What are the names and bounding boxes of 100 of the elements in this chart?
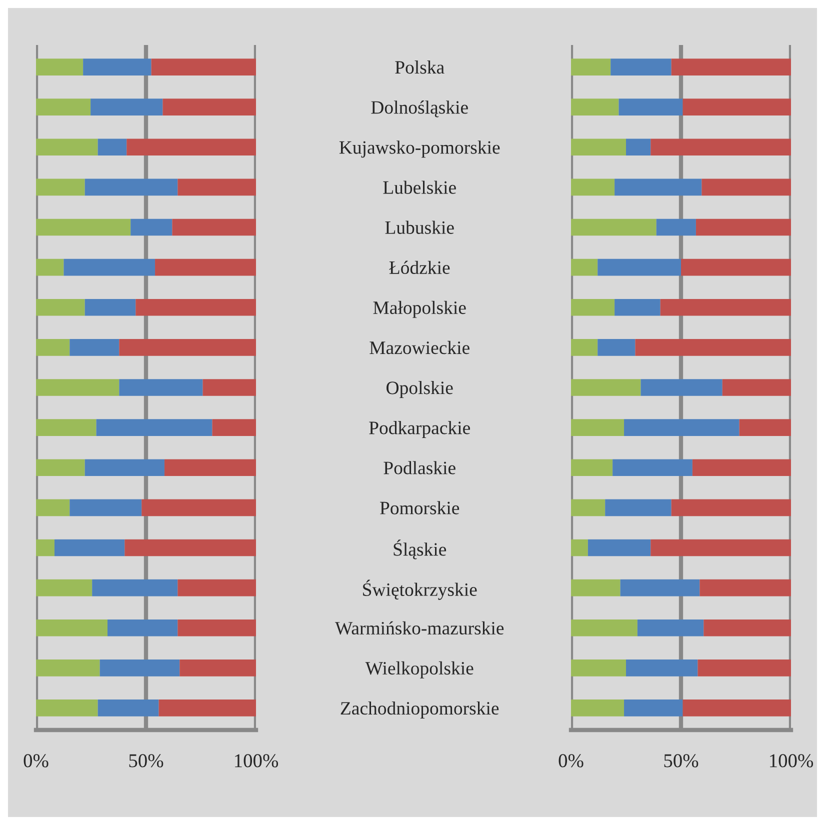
bar <box>571 579 620 596</box>
y-tick-label: Pomorskie <box>380 501 460 514</box>
bar <box>571 58 611 76</box>
bar <box>164 459 256 476</box>
bar <box>671 58 791 76</box>
bar <box>571 258 598 276</box>
bar <box>660 298 791 316</box>
y-tick-label: Warmińsko-mazurskie <box>334 621 504 635</box>
bar <box>626 659 698 676</box>
bar <box>83 58 152 76</box>
y-tick-label: Lubelskie <box>383 180 456 194</box>
bar <box>571 459 613 476</box>
bar <box>681 258 791 276</box>
bar <box>626 138 651 156</box>
y-tick-label: Małopolskie <box>373 300 466 318</box>
bar <box>722 379 791 396</box>
bar <box>84 178 178 196</box>
bar <box>571 218 656 236</box>
bar <box>571 700 624 716</box>
bar <box>624 419 740 436</box>
bar <box>64 258 156 276</box>
y-tick-label: Opolskie <box>386 380 453 398</box>
bar <box>36 379 120 396</box>
bar <box>610 58 672 76</box>
bar <box>618 98 683 116</box>
bar <box>202 379 256 396</box>
bar <box>598 258 681 276</box>
bar <box>124 539 256 556</box>
x-tick-label: 100% <box>235 754 278 768</box>
bar <box>172 218 256 236</box>
bar <box>178 178 256 196</box>
bar <box>36 298 85 316</box>
bar <box>36 218 131 236</box>
bar <box>635 339 791 356</box>
bar <box>119 339 256 356</box>
y-tick-label: Polska <box>395 60 444 74</box>
bar <box>704 619 791 636</box>
bar <box>92 579 178 596</box>
y-tick-label: Lubuskie <box>385 220 454 234</box>
bar <box>640 379 722 396</box>
bar <box>571 499 606 516</box>
bar <box>36 700 98 716</box>
bar <box>100 659 180 676</box>
bar <box>158 700 256 716</box>
y-tick-label: Wielkopolskie <box>365 661 474 678</box>
bar <box>571 138 626 156</box>
bar <box>96 419 212 436</box>
bar <box>624 700 683 716</box>
bar <box>70 339 120 356</box>
bar <box>36 419 96 436</box>
bar <box>98 138 127 156</box>
bar <box>614 178 702 196</box>
bar <box>696 218 791 236</box>
x-tick-label: 100% <box>770 754 814 768</box>
bar <box>614 298 660 316</box>
bar <box>656 218 696 236</box>
bar <box>650 539 791 556</box>
bar <box>70 499 142 516</box>
y-tick-label: Śląskie <box>394 540 446 560</box>
bar <box>130 218 172 236</box>
bar <box>671 499 791 516</box>
x-tick-label: 50% <box>664 754 698 768</box>
bar <box>612 459 692 476</box>
bar <box>162 98 256 116</box>
bar <box>84 298 136 316</box>
bar <box>155 258 256 276</box>
bar <box>36 459 85 476</box>
bar <box>36 339 70 356</box>
x-tick-label: 50% <box>129 754 164 768</box>
bar <box>84 459 164 476</box>
bar <box>36 619 108 636</box>
x-tick-label: 0% <box>558 754 584 768</box>
bar <box>702 178 791 196</box>
bar <box>650 138 791 156</box>
y-tick-label: Podkarpackie <box>369 421 470 438</box>
bar <box>90 98 163 116</box>
y-tick-label: Dolnośląskie <box>371 100 468 118</box>
bar <box>571 98 619 116</box>
bar <box>142 499 256 516</box>
bar <box>36 258 64 276</box>
y-tick-label: Łódzkie <box>389 260 450 274</box>
bar <box>36 58 84 76</box>
bar <box>620 579 700 596</box>
bar <box>682 700 791 716</box>
bar <box>36 539 54 556</box>
bar <box>54 539 125 556</box>
bar <box>571 379 641 396</box>
bar <box>692 459 791 476</box>
bar <box>36 499 70 516</box>
bar <box>571 339 598 356</box>
bar <box>178 619 256 636</box>
x-tick-label: 0% <box>24 754 48 768</box>
bar <box>136 298 256 316</box>
y-tick-label: Zachodniopomorskie <box>340 701 499 718</box>
bar <box>571 659 626 676</box>
y-tick-label: Mazowieckie <box>370 340 470 354</box>
bar <box>598 339 636 356</box>
bar <box>151 58 256 76</box>
bar <box>700 579 791 596</box>
bar <box>119 379 203 396</box>
